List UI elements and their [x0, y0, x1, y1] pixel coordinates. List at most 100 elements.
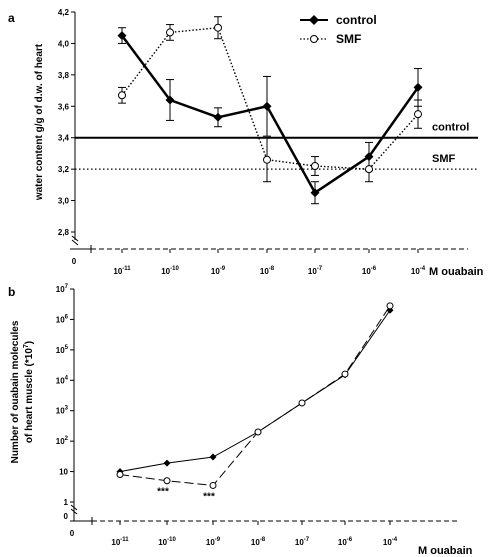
x-tick-label: 10-4 [411, 266, 426, 276]
x-tick-label: 10-9 [211, 266, 226, 276]
panel-a-label: a [8, 11, 15, 25]
data-point-control [310, 188, 320, 198]
x-tick-label: 10-8 [251, 537, 266, 547]
panel-b-series: *** *** [116, 302, 394, 502]
x-tick-label: 10-7 [308, 266, 323, 276]
x-tick-label-base: 10 [338, 538, 347, 547]
data-point-control [209, 453, 217, 461]
y-tick-label: 105 [56, 345, 69, 355]
y-tick-label: 3,4 [58, 134, 70, 143]
y-tick-label: 104 [56, 375, 69, 385]
x-tick-label-base: 10 [161, 267, 170, 276]
series-control-line [120, 34, 420, 195]
x-tick-label: 10-7 [295, 537, 310, 547]
x-tick-label-base: 10 [211, 267, 220, 276]
y-tick-label: 3,2 [58, 165, 70, 174]
data-point-control [165, 95, 175, 105]
legend-smf-marker [310, 35, 318, 43]
legend-smf-label: SMF [336, 32, 361, 46]
x-tick-label-exp: -9 [220, 266, 226, 272]
panel-a-axes: 04,24,03,83,63,43,23,02,810-11 10-10 10-9 1… [34, 8, 484, 278]
significance-marker: *** [157, 487, 169, 498]
x-origin-label: 0 [72, 257, 77, 266]
y-axis-label-line2-exp: 7 [23, 344, 30, 348]
x-tick-label-base: 10 [383, 538, 392, 547]
x-tick-label-base: 10 [251, 538, 260, 547]
y-tick-label: 107 [56, 284, 69, 294]
y-tick-label: 1 [64, 498, 69, 507]
legend-control-label: control [336, 13, 377, 27]
y-tick-label-exp: 3 [65, 406, 69, 412]
x-tick-label-exp: -6 [347, 537, 353, 543]
data-point-smf [341, 370, 349, 378]
x-axis-label: M ouabain [429, 266, 484, 278]
y-axis-label-line2-main: of heart muscle (*10 [24, 348, 35, 443]
x-tick-label: 10-6 [338, 537, 353, 547]
y-tick-label-base: 1 [64, 498, 69, 507]
x-tick-label-exp: -10 [167, 537, 176, 543]
y-tick-label: 2,8 [58, 228, 70, 237]
x-tick-label-base: 10 [308, 267, 317, 276]
x-tick-label: 10-10 [161, 266, 179, 276]
y-axis-break-mark [71, 239, 79, 246]
data-point-smf [209, 481, 217, 489]
x-tick-label-exp: -7 [304, 537, 310, 543]
significance-marker: *** [203, 491, 215, 502]
data-point-smf [365, 165, 373, 174]
y-tick-label: 4,0 [58, 39, 70, 48]
x-tick-label: 10-10 [158, 537, 176, 547]
data-point-control [117, 31, 127, 41]
y-axis-label-line2-end: ) [24, 341, 35, 344]
x-tick-label-base: 10 [111, 538, 120, 547]
y-tick-label-exp: 7 [65, 284, 69, 290]
y-tick-label: 3,8 [58, 71, 70, 80]
y-tick-label-exp: 6 [65, 314, 69, 320]
x-tick-label-base: 10 [362, 267, 371, 276]
x-tick-label: 10-11 [113, 266, 131, 276]
reference-label-smf: SMF [432, 153, 456, 165]
data-point-smf [263, 155, 271, 164]
y-tick-label: 3,6 [58, 102, 70, 111]
y-tick-label: 10 [59, 468, 68, 477]
data-point-smf [311, 162, 319, 170]
data-point-smf [166, 28, 174, 37]
data-point-smf [298, 399, 306, 407]
data-point-control [163, 459, 171, 467]
x-tick-label: 10-9 [206, 537, 221, 547]
data-point-control [262, 101, 272, 111]
x-tick-label-exp: -4 [392, 537, 398, 543]
y-tick-label-exp: 2 [65, 436, 69, 442]
y-tick-label-base: 10 [56, 285, 65, 294]
data-point-smf [163, 477, 171, 485]
y-tick-label-base: 10 [59, 468, 68, 477]
x-tick-label: 10-4 [383, 537, 398, 547]
x-tick-label-exp: -8 [260, 537, 266, 543]
x-tick-label-base: 10 [158, 538, 167, 547]
y-tick-label-base: 10 [56, 346, 65, 355]
y-tick-label: 103 [56, 406, 69, 416]
x-tick-label-exp: -9 [215, 537, 221, 543]
x-tick-label-base: 10 [295, 538, 304, 547]
y-axis-break-mark [71, 235, 79, 242]
x-tick-label-exp: -6 [371, 266, 377, 272]
legend-control-marker [309, 15, 319, 25]
series-smf-line [119, 305, 391, 486]
x-tick-label-base: 10 [113, 267, 122, 276]
data-point-smf [386, 302, 394, 310]
x-tick-label: 10-6 [362, 266, 377, 276]
y-tick-label-base: 10 [56, 376, 65, 385]
y-tick-label-exp: 4 [65, 375, 69, 381]
series-control-line [119, 309, 391, 473]
y-axis-label-line2: of heart muscle (*107) [23, 341, 35, 443]
y-axis-label-line1: Number of ouabain molecules [10, 320, 21, 463]
y-axis-break-mark [70, 508, 78, 515]
x-tick-label-base: 10 [206, 538, 215, 547]
x-tick-label: 10-11 [111, 537, 129, 547]
reference-label-control: control [432, 122, 469, 134]
x-tick-label-base: 10 [260, 267, 269, 276]
x-tick-label-exp: -7 [317, 266, 323, 272]
y-tick-label-base: 10 [56, 407, 65, 416]
y-tick-label-base: 10 [56, 437, 65, 446]
